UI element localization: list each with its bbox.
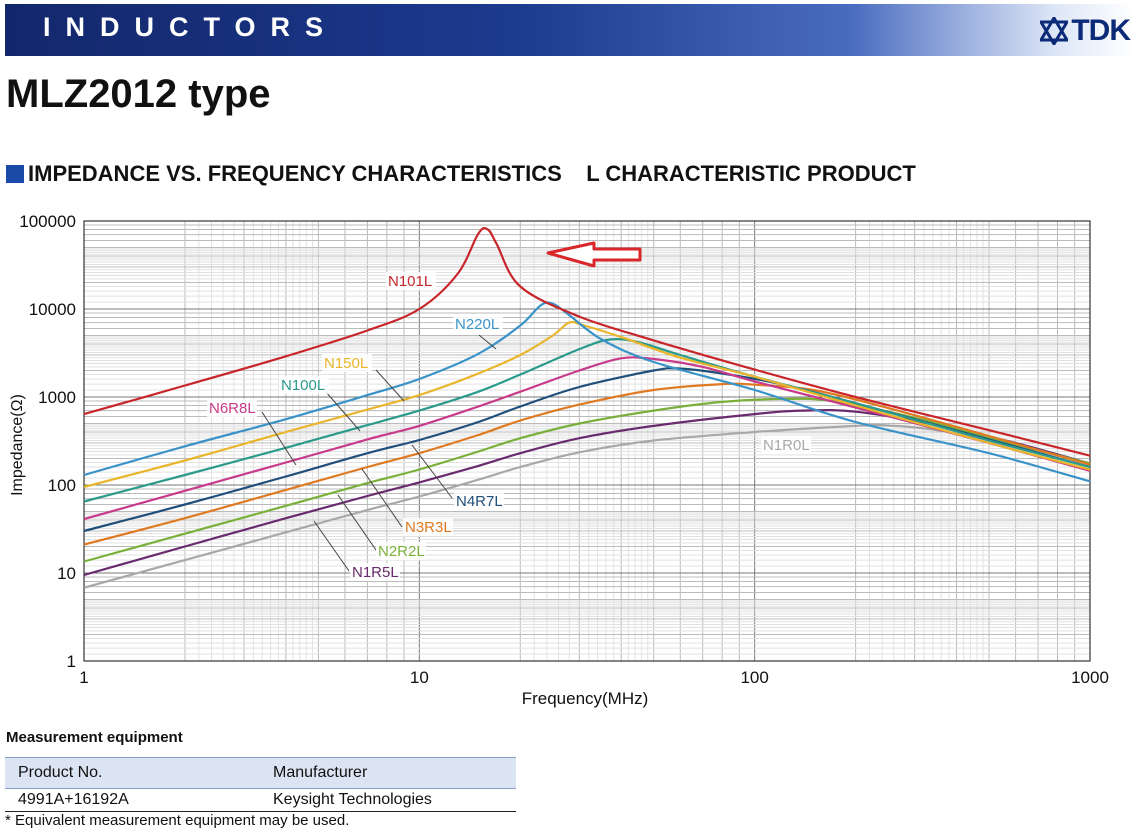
leader-line-n100l [325, 391, 361, 432]
series-line-n100l [83, 337, 1091, 503]
leader-line-n3r3l [361, 468, 403, 528]
y-axis-label: Impedance(Ω) [9, 394, 26, 496]
y-tick-label: 100000 [19, 212, 76, 231]
cell-product-no: 4991A+16192A [18, 791, 129, 808]
x-axis-label: Frequency(MHz) [522, 689, 649, 708]
x-tick-label: 100 [740, 668, 768, 687]
leader-line-n2r2l [337, 494, 377, 551]
page-title: MLZ2012 type [6, 72, 271, 116]
impedance-chart: 1 10 100 1000 1 10 100 1000 10000 100000 N101L N22… [9, 212, 1109, 708]
y-tick-label: 10000 [29, 300, 76, 319]
header-banner: INDUCTORS TDK [5, 4, 1134, 56]
y-tick-label: 1 [67, 652, 76, 671]
header-manufacturer: Manufacturer [273, 764, 368, 781]
leader-line-n220l [478, 334, 497, 350]
label-bg-n100l [279, 376, 329, 394]
table-header: Product No. Manufacturer [5, 757, 516, 789]
series-label-n1r5l: N1R5L [352, 564, 399, 581]
series-line-n220l [83, 301, 1091, 483]
y-tick-label: 1000 [38, 388, 76, 407]
series-label-n4r7l: N4R7L [456, 493, 503, 510]
x-tick-label: 10 [410, 668, 429, 687]
series-line-n6r8l [83, 356, 1091, 521]
label-bg-n101l [386, 272, 436, 290]
label-bg-n6r8l [207, 399, 257, 417]
cell-manufacturer: Keysight Technologies [273, 791, 432, 808]
chart-axes: 1 10 100 1000 1 10 100 1000 10000 100000 [19, 212, 1109, 687]
series-line-n1r0l [83, 423, 1091, 589]
x-tick-label: 1000 [1071, 668, 1109, 687]
series-line-n4r7l [83, 367, 1091, 533]
series-label-n3r3l: N3R3L [405, 519, 452, 536]
section-title: IMPEDANCE VS. FREQUENCY CHARACTERISTICS … [28, 161, 916, 186]
chart-series [83, 226, 1091, 589]
header-product-no: Product No. [18, 764, 103, 781]
x-tick-label: 1 [79, 668, 88, 687]
label-bg-n1r5l [350, 563, 400, 581]
y-tick-label: 100 [48, 476, 76, 495]
leader-line-n1r5l [313, 520, 350, 572]
chart-grid [83, 221, 1090, 662]
y-tick-label: 10 [57, 564, 76, 583]
label-bg-n4r7l [454, 492, 504, 510]
leader-line-n150l [375, 369, 405, 402]
plot-frame [83, 220, 1091, 662]
series-line-n150l [83, 320, 1091, 489]
section-square-icon [6, 165, 24, 183]
series-label-n2r2l: N2R2L [378, 543, 425, 560]
label-bg-n2r2l [376, 542, 426, 560]
label-bg-n150l [322, 354, 372, 372]
series-line-n1r5l [83, 409, 1091, 577]
tdk-logo: TDK [1040, 14, 1131, 48]
measurement-table: Product No. Manufacturer 4991A+16192A Ke… [5, 757, 516, 812]
table-row: 4991A+16192A Keysight Technologies [5, 789, 516, 812]
label-bg-n3r3l [403, 518, 453, 536]
section-heading: IMPEDANCE VS. FREQUENCY CHARACTERISTICS … [6, 161, 916, 187]
series-label-n6r8l: N6R8L [209, 400, 256, 417]
series-label-n220l: N220L [455, 316, 499, 333]
series-label-n1r0l: N1R0L [763, 437, 810, 454]
series-line-n101l [83, 226, 1091, 457]
tdk-logo-icon [1040, 17, 1069, 45]
banner-title: INDUCTORS [43, 12, 339, 42]
label-bg-n1r0l [761, 436, 811, 454]
measurement-note: * Equivalent measurement equipment may b… [5, 812, 350, 829]
label-bg-n220l [453, 315, 503, 333]
leader-line-n4r7l [411, 444, 453, 499]
red-arrow-icon [546, 241, 642, 268]
logo-text: TDK [1071, 14, 1131, 47]
measurement-title: Measurement equipment [6, 729, 183, 746]
series-label-n101l: N101L [388, 273, 432, 290]
leader-line-n6r8l [261, 411, 297, 466]
series-label-n150l: N150L [324, 355, 368, 372]
series-line-n3r3l [83, 382, 1091, 546]
series-label-n100l: N100L [281, 377, 325, 394]
